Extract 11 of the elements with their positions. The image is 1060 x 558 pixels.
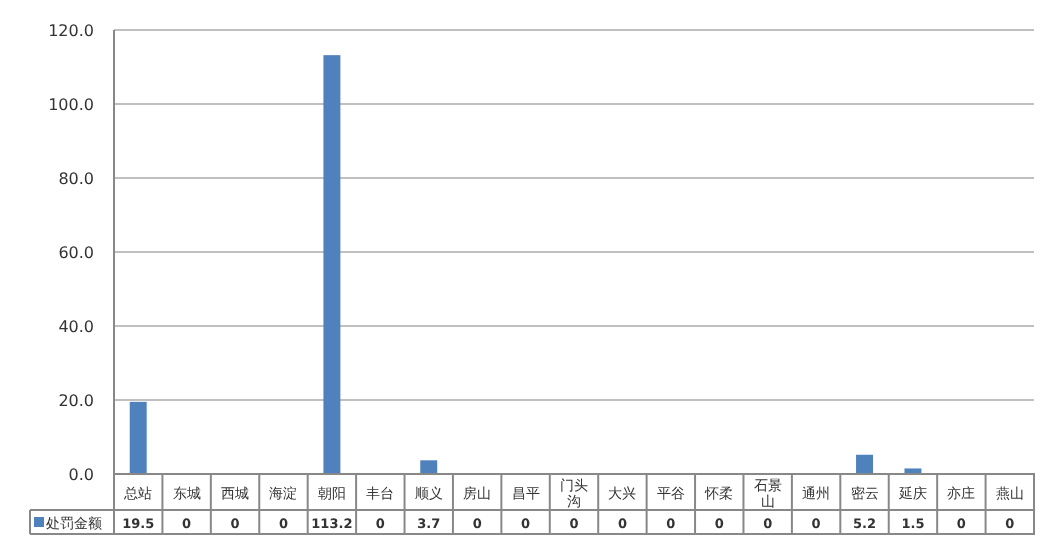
y-tick-label: 0.0	[68, 466, 94, 484]
y-tick-label: 60.0	[58, 244, 94, 262]
y-tick-label: 100.0	[48, 96, 94, 114]
bar	[129, 401, 147, 474]
bar	[420, 460, 438, 474]
y-tick-label: 40.0	[58, 318, 94, 336]
y-tick-label: 120.0	[48, 22, 94, 40]
bar	[323, 55, 341, 474]
y-tick-label: 20.0	[58, 392, 94, 410]
bar	[856, 454, 873, 474]
y-tick-label: 80.0	[58, 170, 94, 188]
